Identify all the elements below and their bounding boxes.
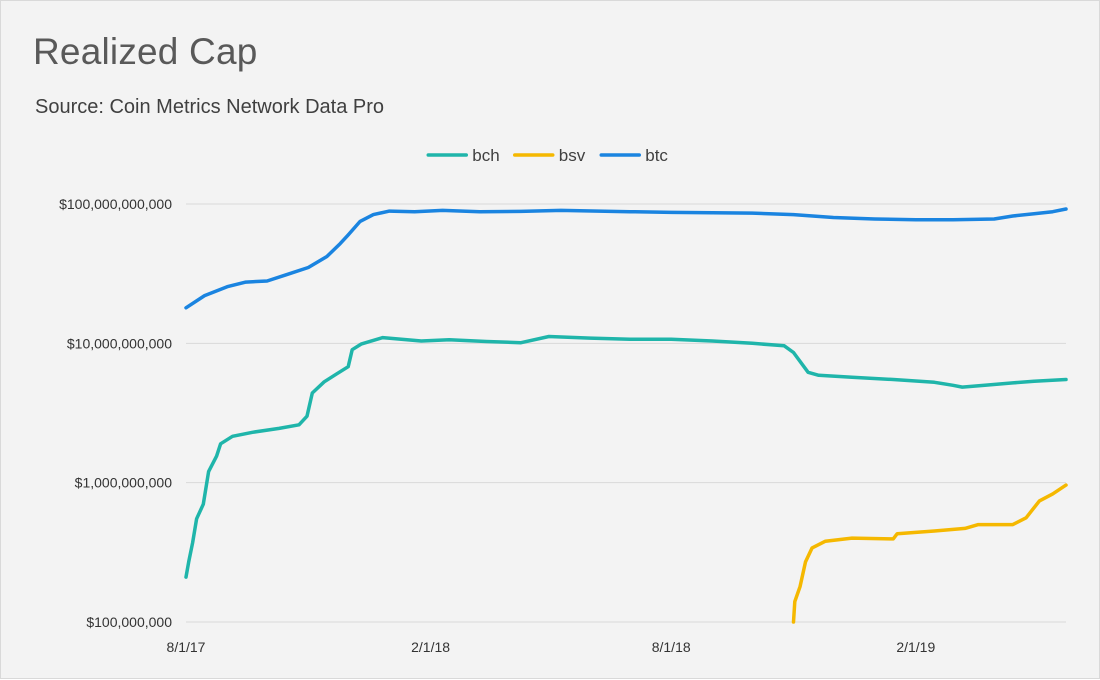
legend: bch bsv btc [426, 146, 668, 165]
x-tick-label: 8/1/18 [652, 639, 691, 655]
y-tick-label: $1,000,000,000 [75, 475, 173, 491]
chart-subtitle: Source: Coin Metrics Network Data Pro [35, 96, 385, 118]
x-tick-label: 8/1/17 [167, 639, 206, 655]
gridlines [186, 203, 1066, 623]
series-line-bsv [791, 483, 1068, 624]
y-tick-label: $100,000,000,000 [59, 196, 172, 212]
y-tick-label: $100,000,000 [86, 614, 172, 630]
series-layer [184, 207, 1068, 624]
y-tick-label: $10,000,000,000 [67, 335, 172, 351]
series-line-btc [184, 207, 1068, 310]
y-axis: $100,000,000,000 $10,000,000,000 $1,000,00… [59, 196, 172, 630]
chart-title: Realized Cap [33, 31, 258, 72]
legend-label-bsv: bsv [559, 146, 586, 165]
x-tick-label: 2/1/18 [411, 639, 450, 655]
legend-label-bch: bch [472, 146, 499, 165]
x-axis: 8/1/17 2/1/18 8/1/18 2/1/19 [167, 639, 936, 655]
x-tick-label: 2/1/19 [896, 639, 935, 655]
legend-label-btc: btc [645, 146, 668, 165]
series-line-bch [184, 334, 1068, 579]
